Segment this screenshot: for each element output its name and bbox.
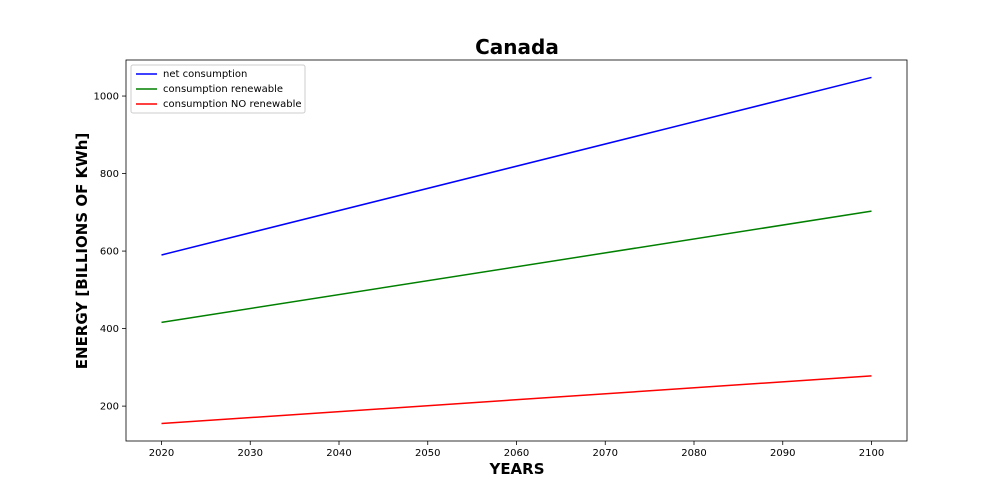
legend-label-consumption-no-renewable: consumption NO renewable	[163, 99, 302, 110]
series-layer	[161, 76, 872, 425]
y-tick-label: 1000	[94, 92, 119, 103]
x-tick-label: 2070	[593, 448, 618, 459]
y-tick-label: 800	[100, 169, 119, 180]
series-line-net-consumption	[161, 76, 872, 256]
x-tick-label: 2020	[149, 448, 174, 459]
x-tick-label: 2050	[415, 448, 440, 459]
series-line-consumption-no-renewable	[161, 375, 872, 425]
x-tick-label: 2040	[326, 448, 351, 459]
plot-area-frame	[125, 59, 908, 442]
x-tick-label: 2030	[238, 448, 263, 459]
y-tick-label: 200	[100, 402, 119, 413]
legend: net consumption consumption renewable co…	[130, 64, 306, 114]
x-tick-label: 2080	[681, 448, 706, 459]
x-tick-label: 2090	[770, 448, 795, 459]
y-axis-label: ENERGY [BILLIONS OF KWh]	[73, 133, 91, 369]
legend-label-consumption-renewable: consumption renewable	[163, 84, 283, 95]
x-tick-label: 2060	[504, 448, 529, 459]
y-axis-ticks: 200 400 600 800 1000	[94, 92, 126, 413]
legend-box	[130, 64, 306, 114]
x-axis-label: YEARS	[488, 460, 544, 478]
y-tick-label: 400	[100, 324, 119, 335]
chart-title: Canada	[475, 35, 559, 59]
legend-label-net-consumption: net consumption	[163, 69, 247, 80]
x-tick-label: 2100	[859, 448, 884, 459]
y-tick-label: 600	[100, 247, 119, 258]
series-line-consumption-renewable	[161, 210, 872, 324]
x-axis-ticks: 2020 2030 2040 2050 2060 2070 2080 2090 2100	[149, 441, 884, 459]
